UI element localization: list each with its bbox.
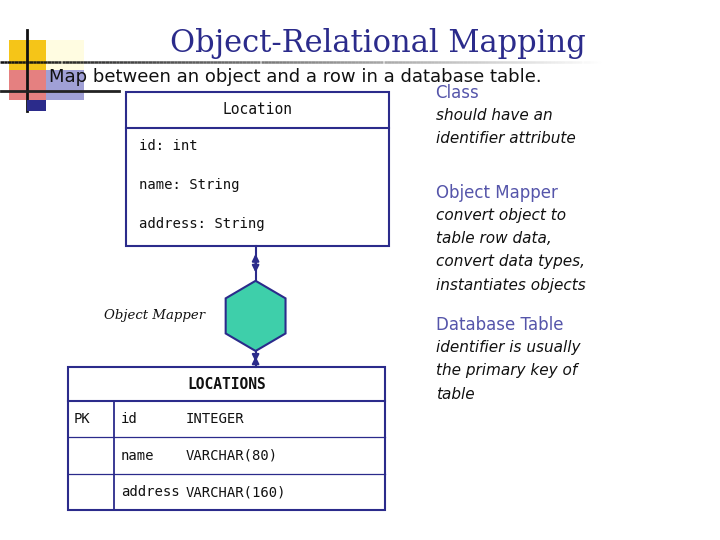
Text: Map between an object and a row in a database table.: Map between an object and a row in a dat… [49, 68, 541, 86]
Text: Object-Relational Mapping: Object-Relational Mapping [170, 28, 586, 59]
Bar [9, 40, 46, 70]
Text: Class: Class [436, 84, 480, 102]
Text: Object Mapper: Object Mapper [104, 309, 205, 322]
Text: INTEGER: INTEGER [186, 412, 244, 426]
Text: address: String: address: String [139, 217, 264, 231]
Text: should have an: should have an [436, 108, 552, 123]
Text: address: address [121, 485, 179, 499]
Text: instantiates objects: instantiates objects [436, 278, 585, 293]
Text: VARCHAR(80): VARCHAR(80) [186, 449, 278, 463]
Bar [68, 367, 385, 510]
Text: name: name [121, 449, 155, 463]
Text: Database Table: Database Table [436, 316, 563, 334]
Text: id: int: id: int [139, 139, 197, 153]
Text: convert data types,: convert data types, [436, 254, 585, 269]
Bar [27, 100, 46, 111]
Text: table row data,: table row data, [436, 231, 552, 246]
Text: VARCHAR(160): VARCHAR(160) [186, 485, 287, 499]
Text: identifier attribute: identifier attribute [436, 131, 575, 146]
Text: LOCATIONS: LOCATIONS [187, 376, 266, 392]
Text: identifier is usually: identifier is usually [436, 340, 580, 355]
Text: PK: PK [73, 412, 90, 426]
Text: table: table [436, 387, 474, 402]
Polygon shape [225, 281, 286, 351]
Text: convert object to: convert object to [436, 208, 566, 223]
Bar [46, 40, 84, 70]
Text: Object Mapper: Object Mapper [436, 184, 557, 201]
Bar [9, 70, 46, 100]
Text: name: String: name: String [139, 178, 240, 192]
Bar [46, 70, 84, 100]
Bar [126, 92, 389, 246]
Text: the primary key of: the primary key of [436, 363, 577, 379]
Text: id: id [121, 412, 138, 426]
Text: Location: Location [222, 103, 292, 117]
